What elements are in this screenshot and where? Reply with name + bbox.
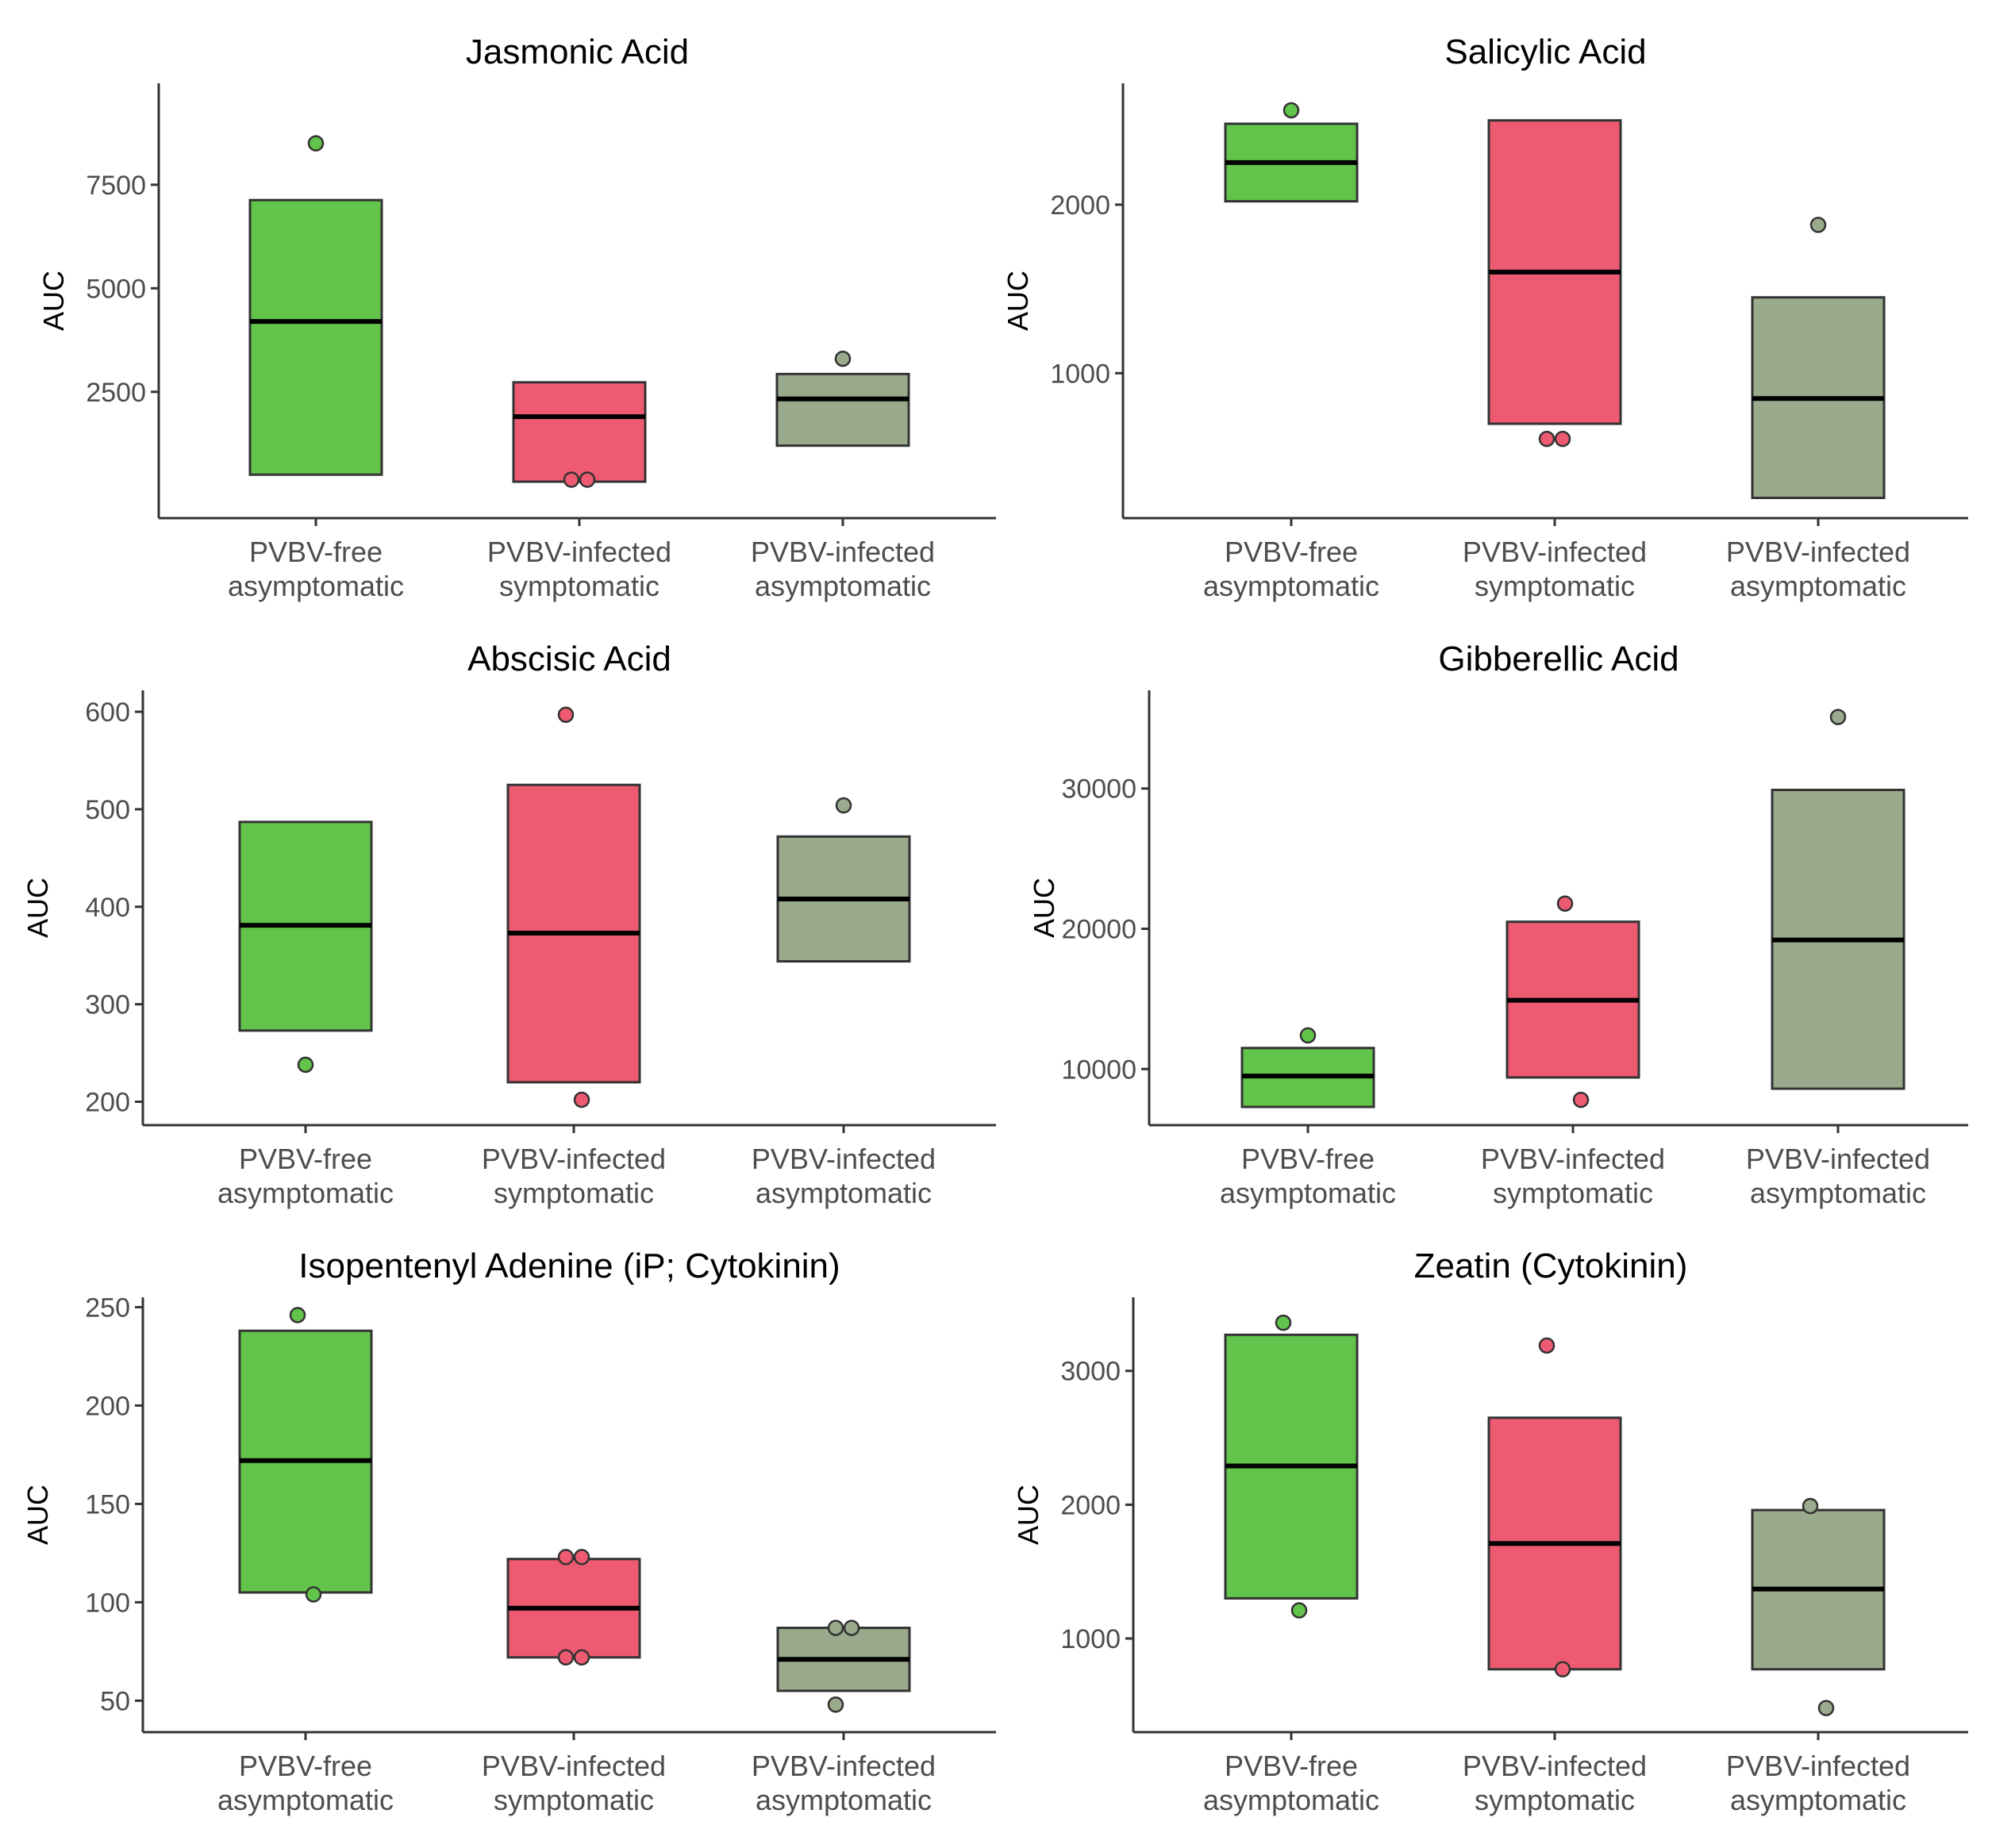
outlier-point <box>1802 1497 1819 1515</box>
x-category-label: PVBV-free asymptomatic <box>228 536 404 602</box>
outlier-point <box>573 1549 590 1566</box>
y-axis-label: AUC <box>37 271 70 331</box>
chart-title: Jasmonic Acid <box>466 33 689 71</box>
x-category-label: PVBV-free asymptomatic <box>217 1143 394 1209</box>
outlier-point <box>1538 430 1556 448</box>
x-category-label: PVBV-infected symptomatic <box>487 536 671 602</box>
y-tick-label: 2500 <box>86 378 146 408</box>
outlier-point <box>1538 1337 1556 1354</box>
x-category-label: PVBV-infected asymptomatic <box>1726 536 1910 602</box>
y-tick-label: 20000 <box>1061 915 1136 945</box>
outlier-point <box>557 706 575 723</box>
y-tick-label: 300 <box>85 990 130 1020</box>
y-tick-label: 1000 <box>1060 1624 1121 1654</box>
outlier-point <box>289 1307 306 1324</box>
outlier-point <box>307 135 325 152</box>
y-tick-label: 2000 <box>1060 1490 1121 1520</box>
y-tick-label: 100 <box>85 1588 130 1618</box>
outlier-point <box>297 1056 314 1074</box>
x-category-label: PVBV-free asymptomatic <box>217 1750 394 1816</box>
outlier-point <box>1829 709 1847 725</box>
y-tick-label: 5000 <box>86 274 146 304</box>
outlier-point <box>579 471 596 488</box>
chart-svg: Zeatin (Cytokinin) AUC 1000 2000 3000 PVBV-fr… <box>1012 1247 1968 1816</box>
chart-panel-6: Zeatin (Cytokinin) AUC 1000 2000 3000 PVBV-fr… <box>996 1214 1992 1844</box>
y-tick-label: 200 <box>85 1391 130 1421</box>
y-axis-label: AUC <box>21 1485 54 1545</box>
outlier-point <box>1554 430 1571 448</box>
y-tick-label: 10000 <box>1061 1055 1136 1085</box>
chart-panel-4: Gibberellic Acid AUC 10000 20000 30000 PVBV-f… <box>996 607 1992 1214</box>
x-category-label: PVBV-free asymptomatic <box>1220 1143 1396 1209</box>
y-tick-label: 3000 <box>1060 1357 1121 1387</box>
y-axis-label: AUC <box>21 878 54 938</box>
outlier-point <box>573 1649 590 1666</box>
chart-svg: Gibberellic Acid AUC 10000 20000 30000 PVBV-f… <box>1028 640 1968 1209</box>
x-category-label: PVBV-infected asymptomatic <box>751 536 935 602</box>
x-category-label: PVBV-infected symptomatic <box>1481 1143 1665 1209</box>
outlier-point <box>1572 1091 1590 1108</box>
chart-svg: Salicylic Acid AUC 1000 2000 PVBV-free asympt… <box>1002 33 1968 602</box>
outlier-point <box>1554 1661 1571 1678</box>
y-axis-label: AUC <box>1002 271 1034 331</box>
chart-svg: Abscisic Acid AUC 200 300 400 500 600 PVBV-free… <box>21 640 996 1209</box>
chart-title: Salicylic Acid <box>1444 33 1646 71</box>
x-category-label: PVBV-free asymptomatic <box>1203 1750 1379 1816</box>
outlier-point <box>835 797 852 814</box>
chart-title: Gibberellic Acid <box>1438 640 1679 678</box>
box-3 <box>775 372 910 448</box>
outlier-point <box>557 1649 575 1666</box>
chart-panel-5: Isopentenyl Adenine (iP; Cytokinin) AUC 50… <box>0 1214 996 1844</box>
box-2 <box>512 381 647 483</box>
outlier-point <box>1556 895 1574 912</box>
outlier-point <box>1817 1700 1835 1716</box>
y-tick-label: 30000 <box>1061 774 1136 805</box>
y-tick-label: 150 <box>85 1489 130 1520</box>
outlier-point <box>843 1619 860 1636</box>
chart-svg: Isopentenyl Adenine (iP; Cytokinin) AUC 50… <box>21 1247 996 1816</box>
outlier-point <box>1282 102 1300 119</box>
outlier-point <box>834 350 852 367</box>
y-tick-label: 600 <box>85 697 130 728</box>
outlier-point <box>573 1091 590 1108</box>
outlier-point <box>1290 1602 1308 1619</box>
outlier-point <box>305 1586 322 1603</box>
x-category-label: PVBV-infected asymptomatic <box>752 1143 936 1209</box>
x-category-label: PVBV-infected symptomatic <box>1463 1750 1647 1816</box>
x-category-label: PVBV-infected asymptomatic <box>752 1750 936 1816</box>
outlier-point <box>563 471 580 488</box>
x-category-label: PVBV-free asymptomatic <box>1203 536 1379 602</box>
outlier-point <box>827 1619 844 1636</box>
y-axis-label: AUC <box>1012 1485 1044 1545</box>
outlier-point <box>1809 217 1827 233</box>
y-tick-label: 7500 <box>86 171 146 201</box>
chart-panel-2: Salicylic Acid AUC 1000 2000 PVBV-free asympt… <box>996 0 1992 607</box>
x-category-label: PVBV-infected symptomatic <box>482 1750 666 1816</box>
chart-panel-1: Jasmonic Acid AUC 2500 5000 7500 PVBV-free asy… <box>0 0 996 607</box>
chart-title: Zeatin (Cytokinin) <box>1414 1247 1688 1285</box>
outlier-point <box>557 1549 575 1566</box>
outlier-point <box>827 1696 844 1713</box>
y-tick-label: 50 <box>100 1686 130 1716</box>
box-1 <box>248 198 383 476</box>
chart-svg: Jasmonic Acid AUC 2500 5000 7500 PVBV-free asy… <box>37 33 996 602</box>
outlier-point <box>1275 1314 1292 1331</box>
chart-title: Isopentenyl Adenine (iP; Cytokinin) <box>298 1247 840 1285</box>
y-tick-label: 2000 <box>1050 190 1110 221</box>
y-tick-label: 500 <box>85 795 130 825</box>
outlier-point <box>1299 1027 1317 1044</box>
y-tick-label: 1000 <box>1050 359 1110 389</box>
y-tick-label: 400 <box>85 893 130 923</box>
y-tick-label: 250 <box>85 1293 130 1323</box>
x-category-label: PVBV-infected asymptomatic <box>1726 1750 1910 1816</box>
chart-panel-3: Abscisic Acid AUC 200 300 400 500 600 PVBV-free… <box>0 607 996 1214</box>
x-category-label: PVBV-infected symptomatic <box>482 1143 666 1209</box>
y-axis-label: AUC <box>1028 878 1060 938</box>
x-category-label: PVBV-infected asymptomatic <box>1746 1143 1930 1209</box>
chart-title: Abscisic Acid <box>467 640 671 678</box>
y-tick-label: 200 <box>85 1088 130 1118</box>
x-category-label: PVBV-infected symptomatic <box>1463 536 1647 602</box>
